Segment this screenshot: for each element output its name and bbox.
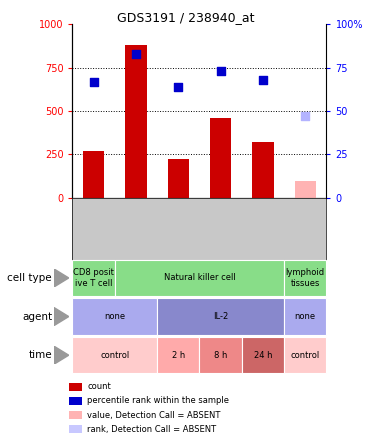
Bar <box>295 181 316 198</box>
Text: CD8 posit
ive T cell: CD8 posit ive T cell <box>73 268 114 288</box>
Polygon shape <box>54 346 69 365</box>
Text: 2 h: 2 h <box>172 351 185 360</box>
Text: control: control <box>100 351 129 360</box>
Text: count: count <box>87 382 111 391</box>
Text: rank, Detection Call = ABSENT: rank, Detection Call = ABSENT <box>87 425 216 434</box>
Text: time: time <box>29 350 52 360</box>
Point <box>218 67 224 75</box>
Text: percentile rank within the sample: percentile rank within the sample <box>87 396 229 405</box>
Bar <box>210 118 231 198</box>
Text: GDS3191 / 238940_at: GDS3191 / 238940_at <box>117 11 254 24</box>
Point <box>260 76 266 83</box>
Text: value, Detection Call = ABSENT: value, Detection Call = ABSENT <box>87 411 221 420</box>
Point <box>175 83 181 90</box>
Polygon shape <box>54 308 69 326</box>
Text: agent: agent <box>22 312 52 321</box>
Text: control: control <box>291 351 320 360</box>
Text: 8 h: 8 h <box>214 351 227 360</box>
Polygon shape <box>54 269 69 287</box>
Bar <box>168 159 189 198</box>
Text: Natural killer cell: Natural killer cell <box>164 274 235 282</box>
Text: cell type: cell type <box>7 273 52 283</box>
Point <box>133 50 139 57</box>
Point <box>91 78 96 85</box>
Text: none: none <box>295 312 316 321</box>
Bar <box>83 151 104 198</box>
Text: IL-2: IL-2 <box>213 312 228 321</box>
Bar <box>252 142 273 198</box>
Text: lymphoid
tissues: lymphoid tissues <box>286 268 325 288</box>
Text: 24 h: 24 h <box>254 351 272 360</box>
Text: none: none <box>104 312 125 321</box>
Bar <box>125 45 147 198</box>
Point <box>302 113 308 120</box>
